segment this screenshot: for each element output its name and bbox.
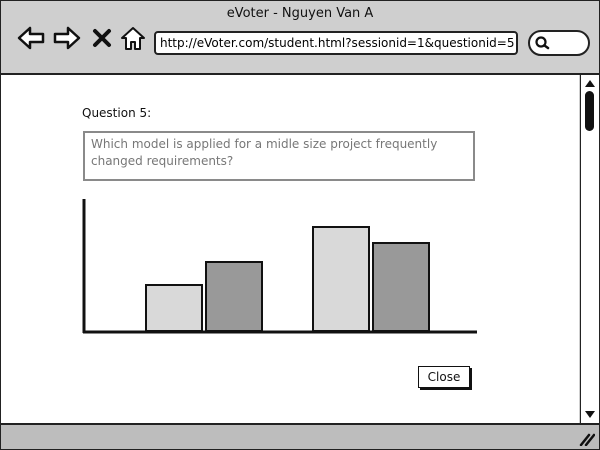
window-title: eVoter - Nguyen Van A — [226, 6, 374, 21]
question-text-box: Which model is applied for a midle size … — [83, 131, 475, 181]
resize-grip-icon[interactable] — [579, 432, 595, 446]
bar-group2-series1 — [312, 226, 370, 332]
question-label: Question 5: — [82, 106, 152, 120]
back-arrow-icon[interactable] — [17, 25, 45, 51]
page-content: Question 5: Which model is applied for a… — [1, 75, 579, 423]
bar-group2-series2 — [372, 242, 430, 332]
bar-group1-series1 — [145, 284, 203, 332]
search-icon — [535, 36, 550, 50]
browser-toolbar: eVoter - Nguyen Van A http://eVoter.com/… — [1, 1, 599, 75]
chart-bars — [145, 226, 430, 332]
scroll-down-arrow-icon[interactable] — [584, 409, 596, 421]
status-bar — [1, 423, 599, 449]
search-field[interactable] — [528, 30, 590, 56]
scroll-thumb[interactable] — [585, 91, 594, 131]
scroll-up-arrow-icon[interactable] — [584, 77, 596, 89]
vertical-scrollbar[interactable] — [580, 75, 599, 423]
results-bar-chart — [82, 199, 477, 334]
close-x-icon[interactable] — [91, 25, 113, 51]
home-icon[interactable] — [119, 25, 147, 51]
bar-group1-series2 — [205, 261, 263, 332]
close-button[interactable]: Close — [418, 366, 470, 388]
forward-arrow-icon[interactable] — [53, 25, 81, 51]
url-field[interactable]: http://eVoter.com/student.html?sessionid… — [154, 31, 518, 55]
